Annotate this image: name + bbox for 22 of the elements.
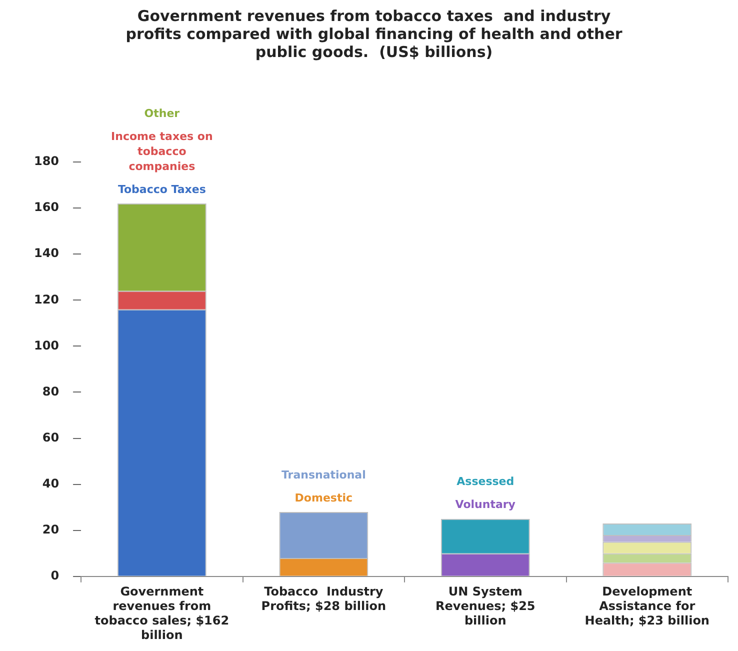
x-tick-label: Tobacco Industry Profits; $28 billion [261, 584, 386, 614]
y-tick-label: 0 [50, 568, 60, 583]
text: Voluntary [455, 498, 516, 512]
x-tick-label: Government revenues from tobacco sales; $162 billion [94, 584, 230, 642]
text: Income taxes on tobacco companies [111, 130, 213, 173]
chart-title: Government revenues from tobacco taxes and industry profits compared with global financing of health and other public goods. (US$ billions) [126, 6, 623, 61]
text: Other [144, 106, 180, 120]
y-tick-label: 160 [34, 200, 60, 214]
y-tick-label: 180 [34, 154, 60, 168]
y-tick-label: 140 [34, 246, 60, 260]
x-tick-label: UN System Revenues; $25 billion [436, 584, 536, 628]
text: Transnational [281, 468, 366, 482]
x-tick-label: Development Assistance for Health; $23 billion [584, 584, 710, 628]
y-tick-label: 100 [34, 338, 60, 352]
text: Assessed [456, 475, 514, 488]
text: Tobacco Taxes [118, 182, 206, 196]
y-tick-label: 60 [42, 430, 60, 444]
y-tick-label: 120 [34, 292, 60, 306]
y-tick-label: 40 [42, 476, 60, 490]
y-tick-label: 80 [42, 384, 60, 398]
text: Domestic [294, 491, 353, 504]
y-tick-label: 20 [42, 522, 60, 536]
